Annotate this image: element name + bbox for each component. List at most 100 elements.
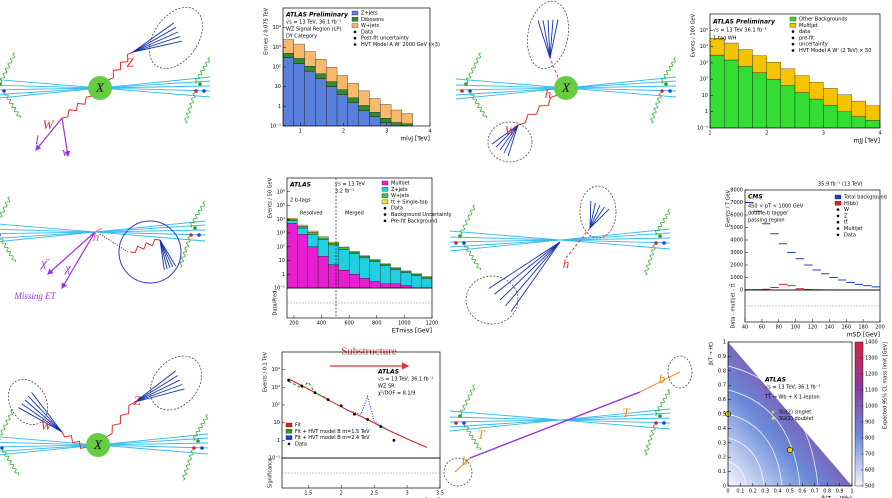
- x-axis-label: mJJ [TeV]: [854, 138, 880, 145]
- legend-label: Fit + HVT model B m=2.4 TeV: [295, 435, 370, 441]
- jet-track: [134, 375, 179, 403]
- y-tick-label: 10⁵: [700, 28, 708, 34]
- hist-bar: [317, 237, 329, 240]
- hist-bar: [369, 116, 381, 126]
- hist-bar: [369, 259, 381, 262]
- gluon-line: [182, 449, 194, 481]
- legend-swatch: [285, 429, 293, 434]
- gluon-line: [3, 92, 22, 119]
- hist-bar: [297, 226, 308, 229]
- benchmark-point: [787, 447, 793, 453]
- y-tick-label: 5000: [730, 225, 743, 231]
- y-tick-label: 0.9: [718, 354, 726, 360]
- ratio-label: Data - multijet - tt̄: [730, 283, 737, 328]
- colorbar-tick-label: 700: [865, 452, 875, 458]
- plot-annotation: Merged: [345, 211, 364, 217]
- boson-line: [94, 227, 103, 233]
- jet-track: [549, 19, 559, 59]
- hist-bar: [390, 269, 402, 285]
- plot-area: [283, 39, 413, 126]
- y-tick-label: 10: [274, 420, 280, 426]
- jet-track: [505, 241, 561, 307]
- beam-remnant: [468, 89, 472, 93]
- gluon-line: [0, 52, 16, 84]
- y-tick-label: 10²: [273, 65, 281, 71]
- diagram-label: X: [93, 437, 103, 452]
- plot-annotation: WZ Signal Region (LP): [286, 27, 341, 33]
- legend-swatch: [381, 180, 389, 186]
- legend-label: SU(2) doublet: [779, 416, 814, 422]
- legend-swatch: [789, 16, 797, 22]
- x-tick-label: 0.8: [823, 489, 831, 495]
- invisible-particle: [47, 231, 96, 275]
- legend-label: uncertainty: [799, 42, 828, 48]
- jet-track: [18, 407, 63, 433]
- legend-label: W+jets: [391, 193, 410, 199]
- y-tick-label: 7000: [730, 200, 743, 206]
- top-partner: [469, 391, 641, 459]
- hist-bar: [369, 259, 381, 261]
- y-tick-label: 10⁶: [277, 189, 285, 195]
- data-point: [326, 398, 330, 402]
- plot-area: [728, 342, 852, 486]
- hist-bar: [338, 269, 350, 288]
- jet-track: [510, 241, 561, 312]
- x-tick-label: 4: [878, 131, 881, 137]
- contour: [728, 389, 801, 486]
- boson-line: [105, 401, 136, 438]
- legend-marker: [383, 219, 387, 223]
- hist-bar: [326, 81, 338, 87]
- x-tick-label: 2.5: [370, 491, 378, 497]
- hist-bar: [326, 67, 338, 82]
- hist-bar: [338, 247, 350, 250]
- hist-bar: [348, 251, 360, 253]
- diagram-label: Z: [126, 55, 134, 70]
- hist-bar: [358, 105, 370, 111]
- y-tick-label: 1: [278, 104, 281, 110]
- fit-line: [288, 378, 428, 448]
- hist-bar: [752, 72, 767, 128]
- beam-remnant: [462, 241, 466, 245]
- gluon-line: [660, 57, 677, 84]
- hist-bar: [780, 85, 796, 128]
- hist-bar: [421, 278, 432, 288]
- y-tick-label: 10²: [272, 403, 280, 409]
- legend-label: W: [844, 207, 849, 213]
- beam-remnant: [194, 89, 198, 93]
- plot-annotation: TT̄ → Wb + X 1-lepton: [764, 394, 820, 401]
- x-tick-label: 0.1: [736, 489, 744, 495]
- data-point: [392, 438, 396, 442]
- hist-bar: [794, 75, 810, 93]
- y-tick-label: 0.2: [718, 455, 726, 461]
- hist-bar: [823, 105, 838, 128]
- beam-remnant: [460, 89, 464, 93]
- gluon-line: [463, 244, 482, 271]
- hist-bar: [338, 249, 350, 271]
- hist-bar: [823, 88, 838, 106]
- jet-track: [589, 204, 601, 229]
- hist-bar: [369, 281, 381, 288]
- legend-marker: [836, 227, 840, 230]
- hist-bar: [401, 113, 413, 124]
- gluon-line: [459, 204, 476, 236]
- legend-label: Fit: [295, 423, 301, 429]
- diagram-label: Z: [133, 393, 141, 408]
- x-tick-label: 1200: [426, 321, 439, 327]
- legend-marker: [836, 233, 840, 237]
- interaction: [554, 76, 578, 100]
- jet-cone: [150, 355, 202, 411]
- gluon-line: [654, 209, 671, 236]
- y-axis-label: Events / 100 GeV: [691, 13, 697, 57]
- b-line: [639, 371, 681, 393]
- hist-bar: [359, 256, 371, 259]
- plot-area: [710, 37, 880, 128]
- beam-remnant: [654, 421, 658, 425]
- plot-annotation: ATLAS Preliminary: [712, 19, 776, 26]
- fit-line: [288, 380, 329, 400]
- plot-annotation: χ²/DOF = 8.1/9: [378, 391, 415, 397]
- y-axis-label: Events / 50 GeV: [268, 177, 274, 218]
- data-point: [353, 412, 356, 416]
- gluon-line: [179, 236, 191, 268]
- decay-line: [99, 233, 129, 253]
- diagram-label: h: [93, 229, 100, 244]
